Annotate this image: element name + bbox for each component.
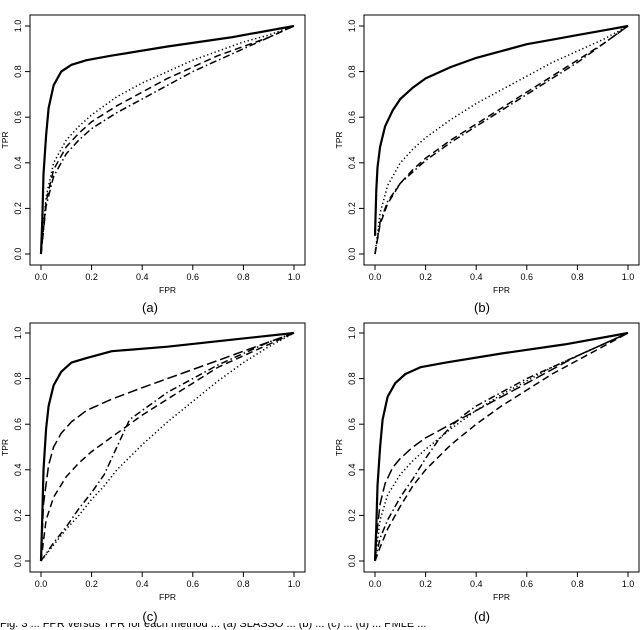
series-line-dotted (374, 332, 629, 562)
series-line-dashdot (374, 332, 629, 562)
y-tick-label: 0.4 (347, 464, 357, 477)
y-tick-label: 0.0 (13, 555, 23, 568)
x-tick-label: 0.2 (85, 579, 98, 589)
y-tick-label: 1.0 (347, 20, 357, 33)
y-tick-label: 0.4 (347, 157, 357, 170)
series-line-dashed (40, 25, 295, 255)
x-tick-label: 1.0 (288, 579, 301, 589)
x-tick-label: 0.4 (136, 579, 149, 589)
x-tick-label: 0.0 (369, 272, 382, 282)
x-tick-label: 0.2 (85, 272, 98, 282)
series-line-solid (373, 331, 629, 562)
series-line-longdash (40, 332, 295, 562)
y-tick-label: 0.2 (13, 202, 23, 215)
series-line-solid (373, 24, 629, 236)
y-tick-label: 0.6 (347, 418, 357, 431)
y-axis-label: TPR (0, 132, 10, 149)
y-tick-label: 1.0 (347, 327, 357, 340)
x-tick-label: 0.0 (369, 579, 382, 589)
y-tick-label: 0.6 (347, 111, 357, 124)
panel-label: (b) (474, 300, 490, 315)
x-tick-label: 0.0 (35, 272, 48, 282)
series-line-solid (39, 331, 295, 562)
series-line-dashdot (40, 332, 295, 562)
x-tick-label: 0.6 (521, 579, 534, 589)
plot-frame (363, 322, 640, 573)
y-tick-label: 1.0 (13, 327, 23, 340)
x-tick-label: 1.0 (288, 272, 301, 282)
series-line-dotted (374, 25, 629, 255)
x-tick-label: 0.0 (35, 579, 48, 589)
series-line-solid (39, 24, 295, 255)
y-tick-label: 0.8 (13, 65, 23, 78)
y-tick-label: 0.6 (13, 418, 23, 431)
series-line-dotted (40, 332, 295, 562)
y-tick-label: 0.2 (347, 509, 357, 522)
y-tick-label: 0.0 (347, 555, 357, 568)
series-line-dashed (374, 332, 629, 562)
x-tick-label: 1.0 (622, 579, 635, 589)
series-line-dashdot (374, 25, 629, 255)
y-axis-label: TPR (0, 439, 10, 456)
plot-frame (363, 14, 640, 266)
x-tick-label: 0.8 (571, 579, 584, 589)
panel-label: (a) (142, 300, 158, 315)
y-tick-label: 0.8 (347, 65, 357, 78)
y-axis-label: TPR (334, 439, 344, 456)
y-tick-label: 1.0 (13, 20, 23, 33)
y-tick-label: 0.4 (13, 464, 23, 477)
y-tick-label: 0.8 (347, 372, 357, 385)
series-line-dashdot (40, 25, 295, 255)
x-axis-label: FPR (159, 285, 176, 295)
y-tick-label: 0.8 (13, 372, 23, 385)
x-axis-label: FPR (493, 285, 510, 295)
x-tick-label: 0.4 (470, 272, 483, 282)
x-tick-label: 0.4 (136, 272, 149, 282)
plot-frame (29, 322, 306, 573)
panel-label: (c) (142, 609, 157, 624)
y-tick-label: 0.2 (13, 509, 23, 522)
y-axis-label: TPR (334, 132, 344, 149)
x-tick-label: 0.6 (187, 272, 200, 282)
x-tick-label: 0.2 (419, 272, 432, 282)
x-tick-label: 0.8 (571, 272, 584, 282)
figure-caption: Fig. 3 ... FPR versus TPR for each metho… (0, 618, 427, 630)
x-axis-label: FPR (159, 592, 176, 602)
panel-b: 0.0 0.2 0.4 0.6 0.8 1.0 0.0 0.2 0.4 0.6 0.8 1.0 FPR T… (334, 14, 640, 315)
y-tick-label: 0.0 (13, 248, 23, 261)
x-tick-label: 1.0 (622, 272, 635, 282)
panel-label: (d) (474, 609, 490, 624)
y-tick-label: 0.2 (347, 202, 357, 215)
y-tick-label: 0.6 (13, 111, 23, 124)
series-line-longdash (374, 332, 629, 562)
x-tick-label: 0.8 (237, 579, 250, 589)
series-line-dashed (374, 25, 629, 255)
x-tick-label: 0.4 (470, 579, 483, 589)
plot-frame (29, 14, 306, 266)
panel-c: 0.0 0.2 0.4 0.6 0.8 1.0 0.0 0.2 0.4 0.6 0.8 1.0 FPR T… (0, 322, 306, 624)
x-tick-label: 0.6 (521, 272, 534, 282)
x-tick-label: 0.8 (237, 272, 250, 282)
x-axis-label: FPR (493, 592, 510, 602)
x-tick-label: 0.6 (187, 579, 200, 589)
series-line-dotted (40, 25, 295, 255)
panel-d: 0.0 0.2 0.4 0.6 0.8 1.0 0.0 0.2 0.4 0.6 0.8 1.0 FPR T… (334, 322, 640, 624)
series-line-dashed (40, 332, 295, 562)
y-tick-label: 0.0 (347, 248, 357, 261)
y-tick-label: 0.4 (13, 157, 23, 170)
x-tick-label: 0.2 (419, 579, 432, 589)
panel-a: 0.0 0.2 0.4 0.6 0.8 1.0 0.0 0.2 0.4 0.6 0.8 1.0 FPR T… (0, 14, 306, 315)
